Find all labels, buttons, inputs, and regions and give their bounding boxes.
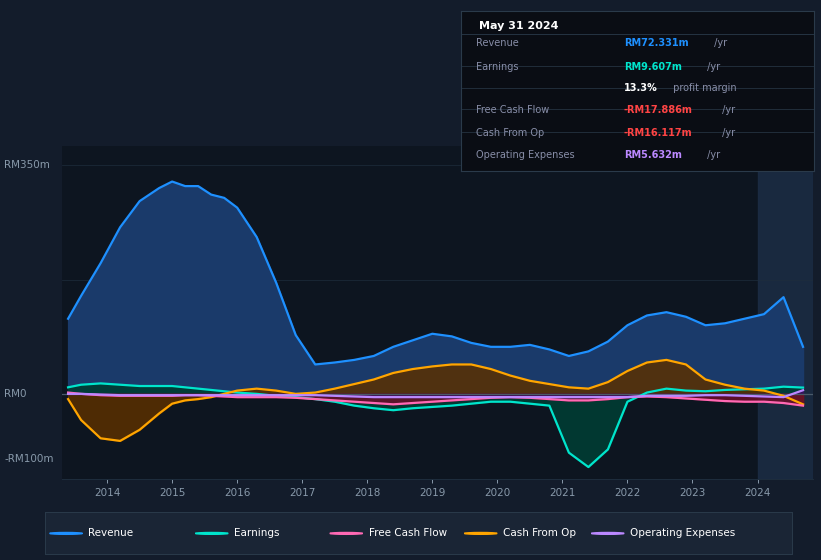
Text: /yr: /yr bbox=[711, 38, 727, 48]
Bar bbox=[758, 146, 813, 479]
Text: Revenue: Revenue bbox=[89, 529, 134, 538]
Circle shape bbox=[330, 533, 363, 534]
Text: RM5.632m: RM5.632m bbox=[624, 150, 681, 160]
Text: Cash From Op: Cash From Op bbox=[475, 128, 544, 138]
Text: -RM16.117m: -RM16.117m bbox=[624, 128, 692, 138]
Text: Earnings: Earnings bbox=[234, 529, 280, 538]
Circle shape bbox=[465, 533, 498, 534]
Text: /yr: /yr bbox=[719, 128, 736, 138]
Text: profit margin: profit margin bbox=[670, 83, 736, 93]
Text: Operating Expenses: Operating Expenses bbox=[631, 529, 736, 538]
Text: -RM17.886m: -RM17.886m bbox=[624, 105, 693, 115]
Text: /yr: /yr bbox=[704, 150, 720, 160]
Circle shape bbox=[49, 533, 82, 534]
Text: RM350m: RM350m bbox=[4, 160, 50, 170]
Text: RM9.607m: RM9.607m bbox=[624, 62, 681, 72]
Text: Earnings: Earnings bbox=[475, 62, 518, 72]
Text: 13.3%: 13.3% bbox=[624, 83, 658, 93]
Text: RM0: RM0 bbox=[4, 389, 26, 399]
Text: Free Cash Flow: Free Cash Flow bbox=[475, 105, 548, 115]
Text: -RM100m: -RM100m bbox=[4, 454, 53, 464]
Text: Cash From Op: Cash From Op bbox=[503, 529, 576, 538]
Circle shape bbox=[591, 533, 624, 534]
Text: RM72.331m: RM72.331m bbox=[624, 38, 689, 48]
Text: May 31 2024: May 31 2024 bbox=[479, 21, 558, 31]
Text: /yr: /yr bbox=[704, 62, 720, 72]
Text: Free Cash Flow: Free Cash Flow bbox=[369, 529, 447, 538]
Text: /yr: /yr bbox=[719, 105, 736, 115]
Text: Revenue: Revenue bbox=[475, 38, 518, 48]
Circle shape bbox=[195, 533, 228, 534]
Text: Operating Expenses: Operating Expenses bbox=[475, 150, 574, 160]
